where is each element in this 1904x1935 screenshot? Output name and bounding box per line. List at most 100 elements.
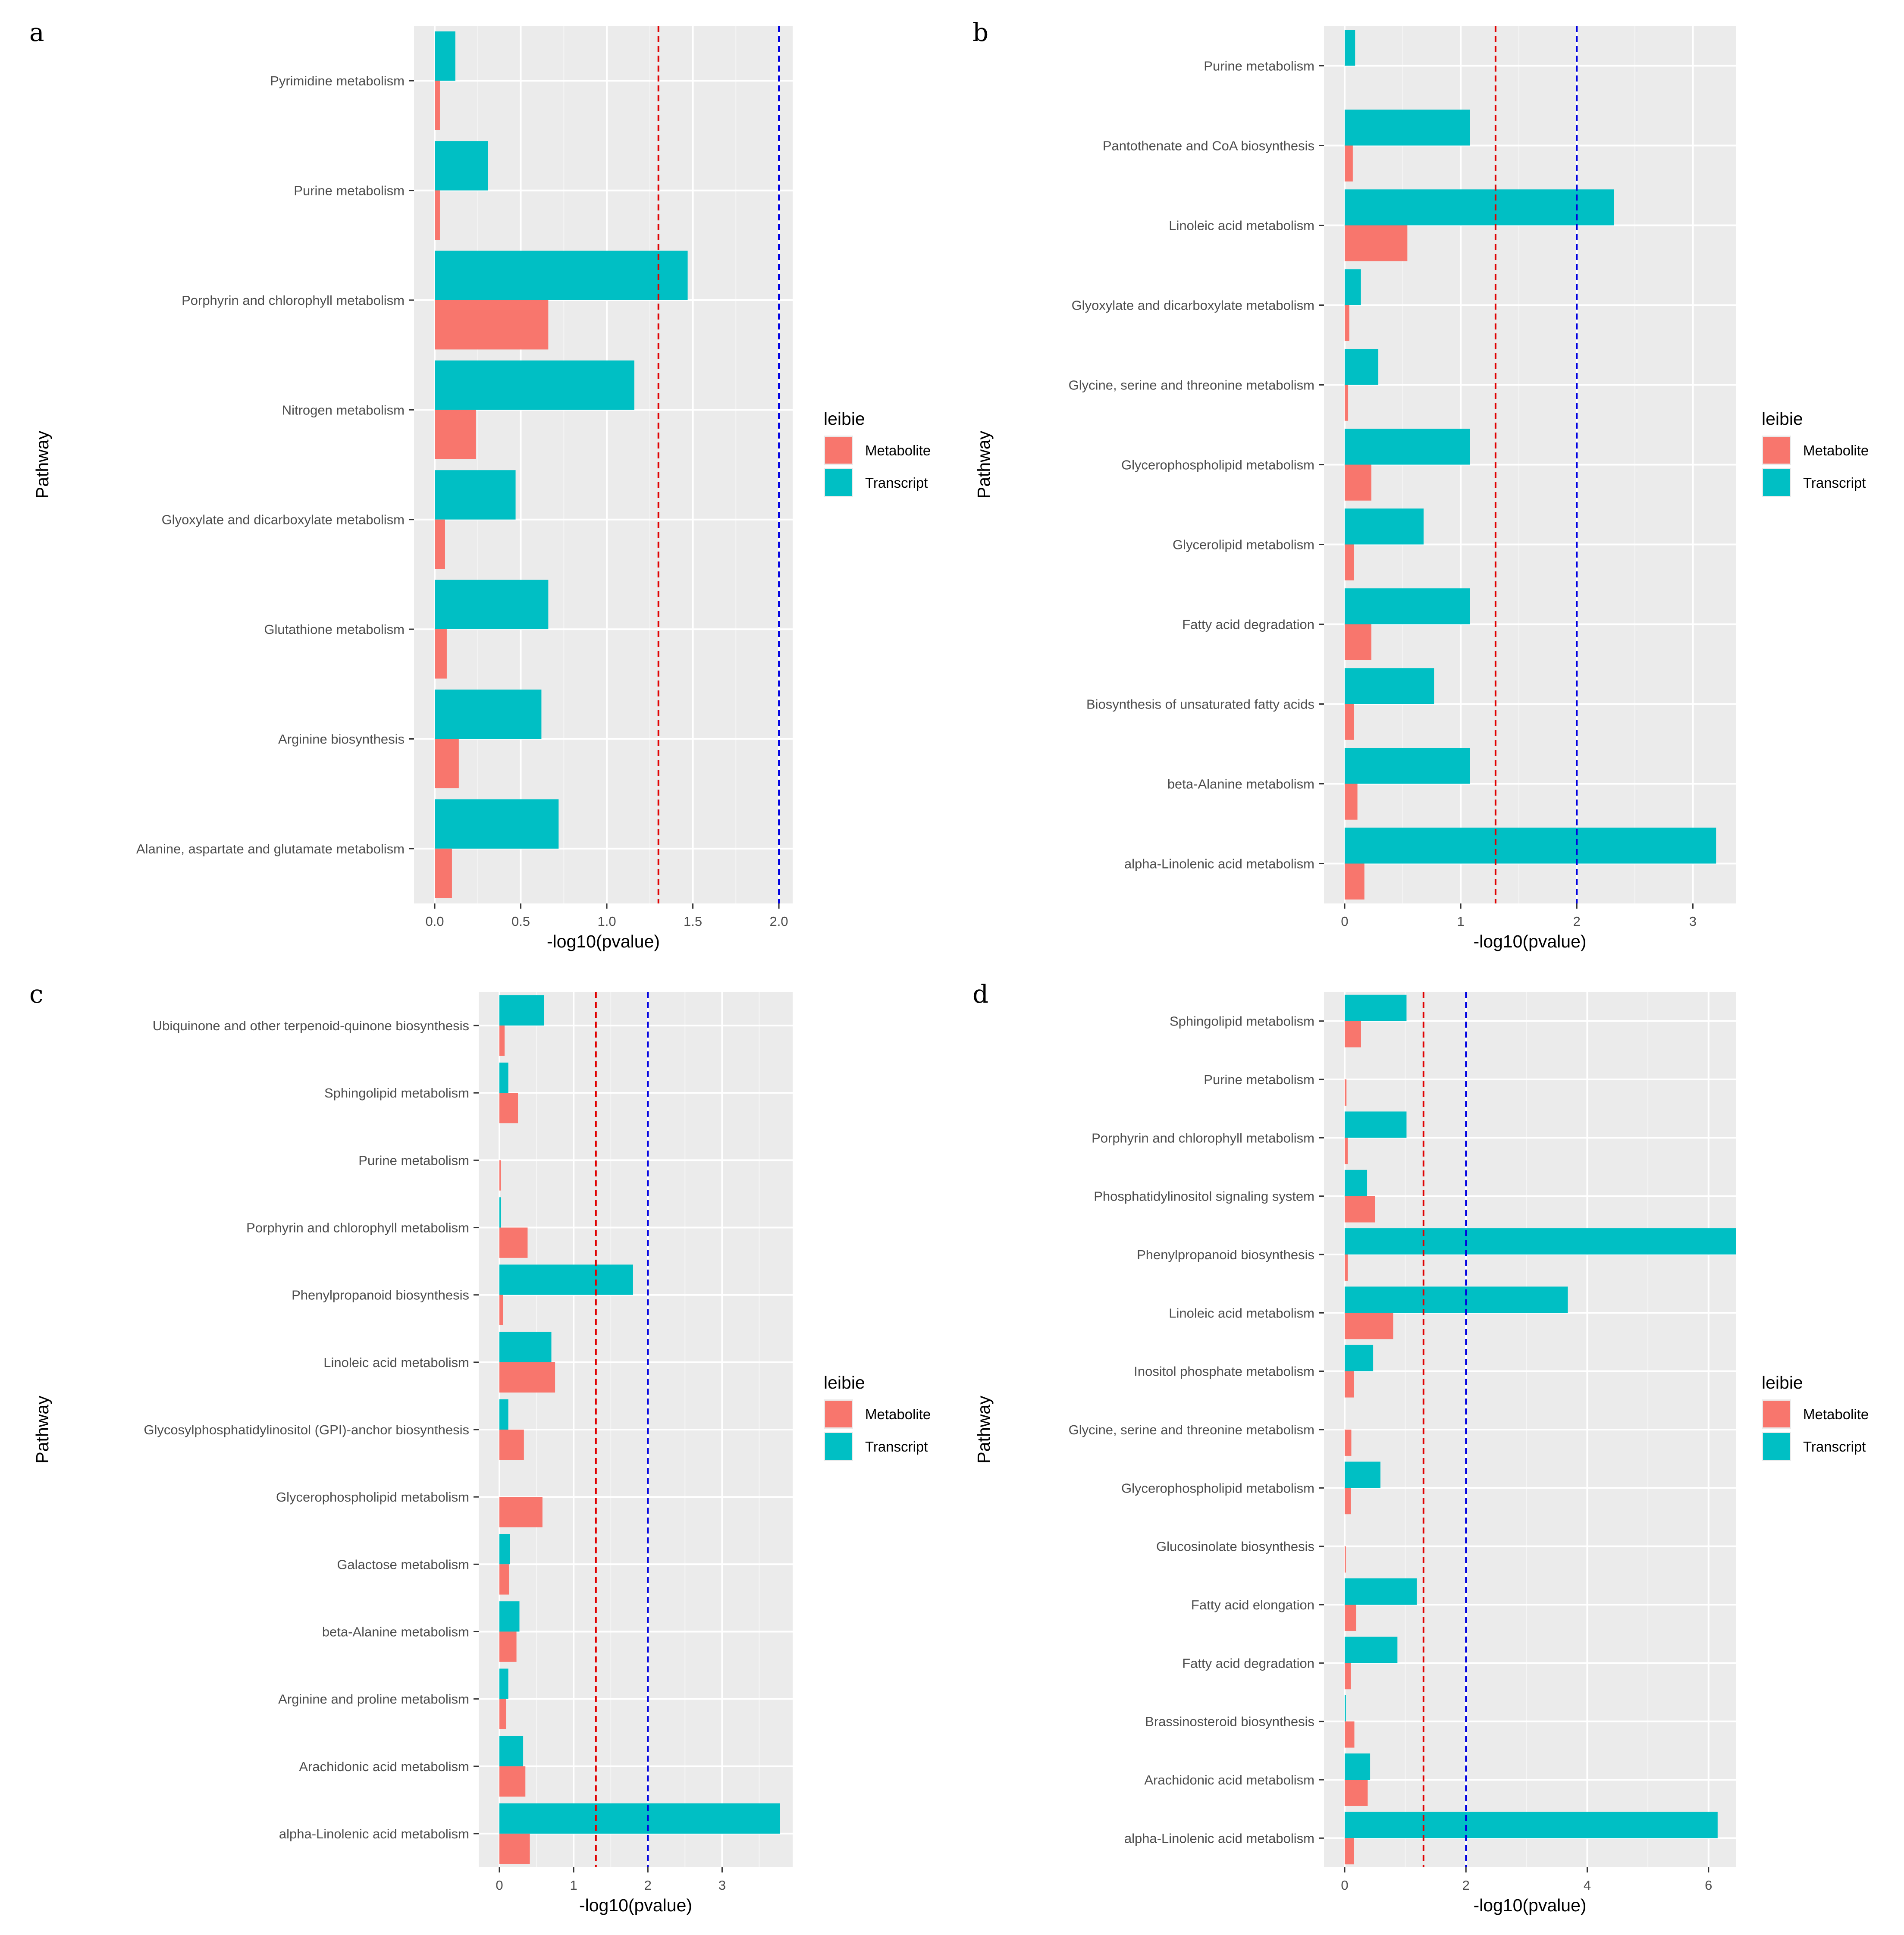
x-tick-label: 0.5 <box>511 914 530 929</box>
y-axis-title: Pathway <box>974 1396 994 1464</box>
legend-swatch-metabolite <box>1763 1401 1790 1427</box>
x-tick-label: 4 <box>1584 1878 1591 1893</box>
bar-metabolite <box>499 1430 524 1460</box>
category-label: Purine metabolism <box>1204 59 1314 74</box>
category-label: Glycerophospholipid metabolism <box>276 1490 469 1505</box>
category-label: Alanine, aspartate and glutamate metabol… <box>136 841 405 856</box>
category-label: Glyoxylate and dicarboxylate metabolism <box>1072 298 1314 313</box>
bar-transcript <box>1345 1345 1374 1371</box>
bar-metabolite <box>1345 225 1408 261</box>
category-label: Inositol phosphate metabolism <box>1134 1364 1314 1379</box>
bar-transcript <box>499 995 544 1026</box>
bar-metabolite <box>1345 784 1358 820</box>
bar-metabolite <box>1345 624 1371 660</box>
bar-metabolite <box>499 1026 505 1056</box>
bar-metabolite <box>1345 1605 1356 1631</box>
legend-label: Metabolite <box>1803 1406 1869 1422</box>
category-label: Phenylpropanoid biosynthesis <box>292 1288 469 1303</box>
bar-metabolite <box>435 190 440 240</box>
x-tick-label: 2.0 <box>770 914 788 929</box>
category-label: Sphingolipid metabolism <box>324 1085 469 1101</box>
bar-metabolite <box>1345 1546 1346 1573</box>
bar-transcript <box>499 1264 633 1295</box>
category-label: Linoleic acid metabolism <box>1169 218 1314 233</box>
legend-swatch-transcript <box>825 469 852 496</box>
category-label: Phosphatidylinositol signaling system <box>1094 1189 1314 1204</box>
bar-transcript <box>435 689 542 739</box>
category-label: Arachidonic acid metabolism <box>1144 1772 1314 1788</box>
category-label: Arginine and proline metabolism <box>278 1692 469 1707</box>
category-label: Pyrimidine metabolism <box>270 73 405 88</box>
panel-letter: a <box>29 18 44 47</box>
bar-metabolite <box>1345 704 1354 740</box>
category-label: Porphyrin and chlorophyll metabolism <box>182 293 405 308</box>
bar-metabolite <box>1345 1021 1361 1047</box>
panel-letter: b <box>972 18 988 47</box>
bar-transcript <box>1345 668 1434 704</box>
bar-metabolite <box>499 1766 526 1797</box>
category-label: Fatty acid elongation <box>1191 1597 1314 1612</box>
bar-metabolite <box>1345 1254 1348 1281</box>
legend-label: Transcript <box>1803 475 1866 491</box>
x-tick-label: 2 <box>644 1878 652 1893</box>
category-label: Arginine biosynthesis <box>278 731 405 746</box>
category-label: Linoleic acid metabolism <box>323 1355 469 1370</box>
category-label: Phenylpropanoid biosynthesis <box>1137 1247 1314 1262</box>
bar-transcript <box>1345 588 1470 624</box>
bar-metabolite <box>1345 1079 1347 1106</box>
bar-transcript <box>1345 1695 1346 1722</box>
bar-metabolite <box>435 81 440 130</box>
bar-metabolite <box>1345 1138 1348 1164</box>
category-label: Brassinosteroid biosynthesis <box>1145 1714 1314 1729</box>
legend-swatch-metabolite <box>1763 437 1790 464</box>
x-axis-title: -log10(pvalue) <box>1473 1895 1586 1915</box>
x-tick-label: 1.5 <box>684 914 702 929</box>
x-tick-label: 1 <box>570 1878 577 1893</box>
bar-metabolite <box>1345 305 1349 341</box>
category-label: Biosynthesis of unsaturated fatty acids <box>1086 697 1314 712</box>
panel-d: d Sphingolipid metabolism Purine metabolis… <box>972 979 1869 1915</box>
bar-metabolite <box>1345 1663 1351 1690</box>
bar-metabolite <box>1345 544 1354 580</box>
x-tick-label: 1 <box>1457 914 1465 929</box>
category-label: Porphyrin and chlorophyll metabolism <box>246 1220 469 1236</box>
category-label: Fatty acid degradation <box>1182 617 1314 632</box>
category-label: Glycerophospholipid metabolism <box>1121 1480 1314 1496</box>
legend-label: Transcript <box>865 475 928 491</box>
bar-transcript <box>1345 828 1716 864</box>
legend-label: Transcript <box>1803 1439 1866 1455</box>
bar-transcript <box>1345 1812 1718 1838</box>
category-label: Glucosinolate biosynthesis <box>1156 1539 1314 1554</box>
bar-metabolite <box>499 1833 530 1864</box>
bar-transcript <box>435 360 634 410</box>
bar-transcript <box>499 1601 520 1632</box>
x-tick-label: 6 <box>1705 1878 1712 1893</box>
bar-metabolite <box>499 1497 543 1527</box>
bar-metabolite <box>1345 1721 1355 1748</box>
bar-metabolite <box>435 739 459 788</box>
category-label: Glycerolipid metabolism <box>1173 537 1314 552</box>
bar-transcript <box>499 1668 508 1699</box>
bar-transcript <box>1345 1578 1417 1605</box>
bar-metabolite <box>1345 1196 1375 1223</box>
x-tick-label: 0 <box>496 1878 503 1893</box>
category-label: alpha-Linolenic acid metabolism <box>1124 1831 1314 1846</box>
bar-transcript <box>435 799 559 849</box>
category-label: Porphyrin and chlorophyll metabolism <box>1092 1130 1314 1145</box>
bar-transcript <box>1345 1637 1398 1663</box>
x-tick-label: 2 <box>1573 914 1581 929</box>
x-tick-label: 1.0 <box>597 914 616 929</box>
x-tick-label: 3 <box>1689 914 1697 929</box>
category-label: Glyoxylate and dicarboxylate metabolism <box>162 512 405 527</box>
category-label: Linoleic acid metabolism <box>1169 1305 1314 1320</box>
bar-metabolite <box>1345 1838 1354 1865</box>
bar-transcript <box>1345 349 1379 385</box>
bar-metabolite <box>499 1093 518 1123</box>
legend-swatch-transcript <box>1763 469 1790 496</box>
y-axis-title: Pathway <box>974 430 994 499</box>
legend-label: Metabolite <box>1803 442 1869 458</box>
bar-transcript <box>499 1332 552 1362</box>
panel-a: a Pyrimidine metabolism Purine metabolism P… <box>29 18 931 951</box>
